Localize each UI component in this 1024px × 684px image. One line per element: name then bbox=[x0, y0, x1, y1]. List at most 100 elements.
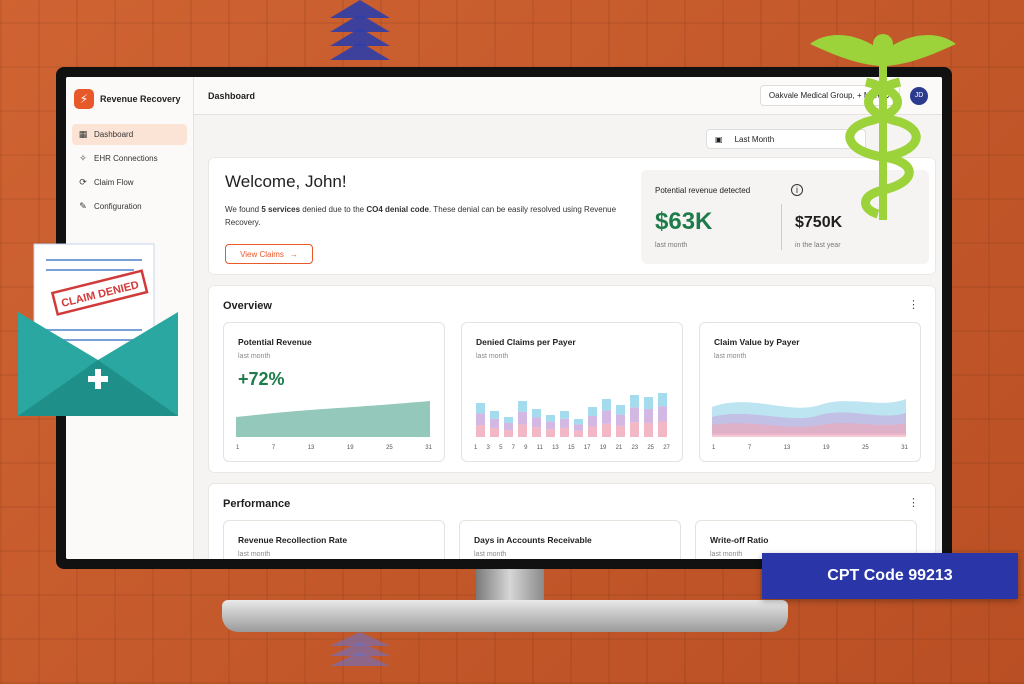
bar-segment bbox=[658, 406, 667, 422]
bar-segment bbox=[532, 427, 541, 437]
bar-segment bbox=[518, 424, 527, 437]
bar-segment bbox=[490, 418, 499, 428]
bar-segment bbox=[546, 421, 555, 430]
area-chart bbox=[236, 401, 430, 437]
bar-segment bbox=[560, 427, 569, 437]
bar-segment bbox=[476, 425, 485, 437]
card-subtitle: last month bbox=[474, 551, 507, 558]
divider bbox=[781, 204, 782, 250]
sidebar-item-label: Dashboard bbox=[94, 130, 134, 139]
overview-section: Overview ⋮ Potential Revenue last month … bbox=[208, 285, 936, 473]
bar-segment bbox=[574, 424, 583, 431]
bar-segment bbox=[588, 407, 597, 416]
sidebar-item-dashboard[interactable]: ▦ Dashboard bbox=[72, 124, 187, 145]
sidebar-item-label: Claim Flow bbox=[94, 178, 134, 187]
view-claims-button[interactable]: View Claims → bbox=[225, 244, 313, 264]
revenue-last-month-label: last month bbox=[655, 242, 688, 249]
calendar-icon: ▣ bbox=[715, 134, 723, 144]
monitor-neck bbox=[476, 569, 544, 603]
bar-segment bbox=[630, 422, 639, 437]
days-in-ar-card[interactable]: Days in Accounts Receivable last month bbox=[459, 520, 681, 559]
sidebar-item-claim-flow[interactable]: ⟳ Claim Flow bbox=[72, 172, 187, 193]
brand-name: Revenue Recovery bbox=[100, 94, 181, 104]
info-icon[interactable]: i bbox=[791, 184, 803, 196]
revenue-last-month-value: $63K bbox=[655, 208, 713, 235]
bar-segment bbox=[518, 411, 527, 425]
card-subtitle: last month bbox=[238, 353, 271, 360]
arrow-right-icon: → bbox=[289, 249, 298, 259]
stacked-bar-chart bbox=[476, 393, 667, 437]
period-select[interactable]: ▣ Last Month bbox=[706, 129, 866, 149]
sidebar-item-configuration[interactable]: ✎ Configuration bbox=[72, 196, 187, 217]
bar-segment bbox=[644, 409, 653, 423]
sidebar-item-label: EHR Connections bbox=[94, 154, 158, 163]
card-subtitle: last month bbox=[238, 551, 271, 558]
bar-segment bbox=[504, 423, 513, 430]
performance-section: Performance ⋮ Revenue Recollection Rate … bbox=[208, 483, 936, 559]
card-subtitle: last month bbox=[710, 551, 743, 558]
bar-segment bbox=[490, 427, 499, 437]
claim-value-card[interactable]: Claim Value by Payer last month 1 7 13 19 25… bbox=[699, 322, 921, 462]
card-title: Claim Value by Payer bbox=[714, 337, 800, 347]
welcome-message: We found 5 services denied due to the CO… bbox=[225, 205, 617, 227]
page-title: Dashboard bbox=[208, 90, 256, 101]
card-title: Denied Claims per Payer bbox=[476, 337, 576, 347]
avatar[interactable]: JD bbox=[910, 86, 928, 105]
card-title: Revenue Recollection Rate bbox=[238, 535, 348, 545]
bar-segment bbox=[546, 429, 555, 437]
bar-segment bbox=[532, 409, 541, 418]
monitor-frame: ⚡ Revenue Recovery ▦ Dashboard ✧ EHR Con… bbox=[56, 67, 952, 569]
bar-segment bbox=[588, 416, 597, 427]
revenue-last-year-value: $750K bbox=[795, 214, 843, 231]
card-subtitle: last month bbox=[714, 353, 747, 360]
bar-segment bbox=[532, 417, 541, 428]
recollection-rate-card[interactable]: Revenue Recollection Rate last month bbox=[223, 520, 445, 559]
bar-segment bbox=[616, 405, 625, 415]
write-off-ratio-card[interactable]: Write-off Ratio last month bbox=[695, 520, 917, 559]
chevron-decoration-bottom bbox=[330, 632, 390, 666]
bar-segment bbox=[518, 401, 527, 412]
more-menu-icon[interactable]: ⋮ bbox=[908, 299, 919, 311]
card-subtitle: last month bbox=[476, 353, 509, 360]
bar-segment bbox=[630, 407, 639, 423]
bar-segment bbox=[490, 411, 499, 419]
top-bar: Dashboard Oakvale Medical Group, + More … bbox=[194, 77, 942, 115]
bar-segment bbox=[560, 411, 569, 419]
overview-title: Overview bbox=[223, 300, 272, 312]
potential-revenue-card[interactable]: Potential Revenue last month +72% 1 7 13 19… bbox=[223, 322, 445, 462]
monitor-base bbox=[222, 600, 788, 632]
bar-segment bbox=[574, 430, 583, 437]
bar-segment bbox=[504, 430, 513, 437]
area-fill bbox=[236, 401, 430, 437]
bar-segment bbox=[602, 410, 611, 424]
connection-icon: ✧ bbox=[79, 153, 87, 163]
cpt-code-badge: CPT Code 99213 bbox=[762, 553, 1018, 599]
bar-segment bbox=[644, 423, 653, 437]
stream-layer-pink bbox=[712, 423, 906, 437]
sidebar-item-label: Configuration bbox=[94, 202, 142, 211]
caduceus-icon bbox=[810, 34, 956, 220]
bar-segment bbox=[560, 418, 569, 428]
chevron-decoration-top bbox=[330, 0, 390, 60]
claim-denied-envelope-illustration: CLAIM DENIED bbox=[18, 243, 178, 416]
sidebar-item-ehr-connections[interactable]: ✧ EHR Connections bbox=[72, 148, 187, 169]
bar-segment bbox=[588, 426, 597, 437]
bar-segment bbox=[546, 415, 555, 422]
brand[interactable]: ⚡ Revenue Recovery bbox=[66, 77, 193, 121]
card-title: Potential Revenue bbox=[238, 337, 312, 347]
app-screen: ⚡ Revenue Recovery ▦ Dashboard ✧ EHR Con… bbox=[66, 77, 942, 559]
bar-segment bbox=[602, 423, 611, 437]
card-value: +72% bbox=[238, 369, 285, 389]
revenue-last-year-label: in the last year bbox=[795, 242, 841, 249]
bar-segment bbox=[616, 425, 625, 437]
bar-segment bbox=[602, 399, 611, 411]
wrench-icon: ✎ bbox=[79, 201, 87, 211]
bar-segment bbox=[630, 395, 639, 408]
bar-segment bbox=[658, 421, 667, 437]
period-label: Last Month bbox=[734, 134, 775, 144]
more-menu-icon[interactable]: ⋮ bbox=[908, 497, 919, 509]
bar-segment bbox=[476, 403, 485, 414]
flow-icon: ⟳ bbox=[79, 177, 87, 187]
welcome-heading: Welcome, John! bbox=[225, 172, 347, 191]
